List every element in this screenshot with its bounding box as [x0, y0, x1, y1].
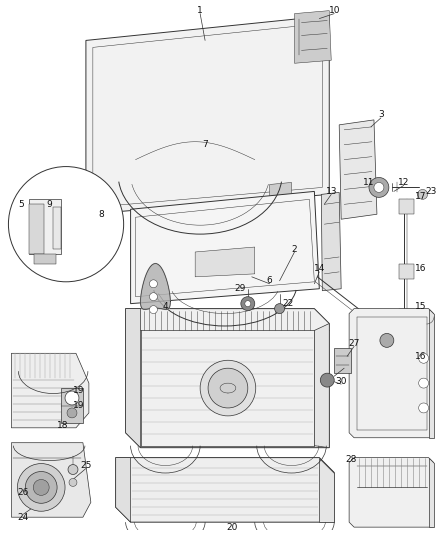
Circle shape [419, 403, 429, 413]
Circle shape [320, 373, 334, 387]
Polygon shape [141, 263, 170, 310]
Text: 13: 13 [325, 187, 337, 196]
Circle shape [200, 360, 256, 416]
Circle shape [374, 182, 384, 192]
Polygon shape [29, 199, 61, 254]
Text: 7: 7 [202, 140, 208, 149]
Text: 6: 6 [267, 276, 272, 285]
Circle shape [69, 479, 77, 487]
Polygon shape [29, 204, 44, 254]
Text: 14: 14 [314, 264, 325, 273]
Polygon shape [349, 309, 434, 438]
Circle shape [419, 353, 429, 364]
Circle shape [67, 408, 77, 418]
Circle shape [65, 391, 79, 405]
Circle shape [380, 334, 394, 348]
Circle shape [275, 304, 285, 313]
Circle shape [419, 378, 429, 388]
Polygon shape [349, 458, 434, 527]
Polygon shape [131, 191, 319, 304]
Polygon shape [339, 120, 377, 219]
Polygon shape [399, 264, 413, 279]
Circle shape [208, 368, 248, 408]
Polygon shape [429, 309, 434, 438]
Text: 27: 27 [348, 339, 360, 348]
Circle shape [369, 177, 389, 197]
Text: 2: 2 [292, 245, 297, 254]
Circle shape [245, 301, 251, 306]
Text: 25: 25 [80, 461, 92, 470]
Circle shape [149, 305, 157, 313]
Polygon shape [389, 353, 413, 368]
Polygon shape [11, 443, 91, 517]
Polygon shape [429, 458, 434, 527]
Circle shape [25, 472, 57, 503]
Polygon shape [319, 458, 334, 522]
Circle shape [149, 280, 157, 288]
Text: 16: 16 [415, 352, 426, 361]
Text: 16: 16 [415, 264, 426, 273]
Text: 29: 29 [234, 284, 246, 293]
Polygon shape [399, 309, 413, 324]
Text: 11: 11 [363, 178, 375, 187]
Polygon shape [270, 182, 292, 196]
Polygon shape [116, 458, 334, 522]
Polygon shape [86, 15, 329, 214]
Text: 22: 22 [282, 299, 293, 308]
Text: 15: 15 [415, 302, 426, 311]
Text: 8: 8 [98, 210, 104, 219]
Text: 5: 5 [18, 200, 24, 209]
Polygon shape [93, 197, 116, 211]
Circle shape [241, 297, 255, 311]
Circle shape [149, 293, 157, 301]
Text: 17: 17 [415, 192, 426, 201]
Polygon shape [116, 458, 131, 522]
Text: 3: 3 [378, 110, 384, 119]
Polygon shape [34, 254, 56, 264]
Circle shape [33, 480, 49, 495]
Circle shape [68, 465, 78, 474]
Polygon shape [314, 324, 329, 448]
Polygon shape [334, 349, 351, 373]
Text: 28: 28 [346, 455, 357, 464]
Text: 24: 24 [18, 513, 29, 522]
Polygon shape [294, 11, 331, 63]
Polygon shape [61, 388, 83, 423]
Text: 30: 30 [336, 377, 347, 385]
Polygon shape [53, 207, 61, 249]
Polygon shape [321, 192, 341, 290]
Polygon shape [195, 247, 255, 277]
Text: 20: 20 [226, 523, 237, 531]
Text: 19: 19 [73, 385, 85, 394]
Text: 4: 4 [162, 302, 168, 311]
Polygon shape [126, 309, 329, 448]
Text: 9: 9 [46, 200, 52, 209]
Circle shape [18, 464, 65, 511]
Circle shape [418, 189, 427, 199]
Polygon shape [126, 309, 141, 448]
Text: 23: 23 [425, 187, 436, 196]
Polygon shape [11, 353, 89, 428]
Polygon shape [399, 199, 413, 214]
Text: 18: 18 [57, 421, 69, 430]
Text: 26: 26 [18, 488, 29, 497]
Text: 19: 19 [73, 401, 85, 410]
Circle shape [8, 167, 124, 282]
Text: 1: 1 [197, 6, 203, 15]
Text: 12: 12 [398, 178, 410, 187]
Text: 10: 10 [328, 6, 340, 15]
